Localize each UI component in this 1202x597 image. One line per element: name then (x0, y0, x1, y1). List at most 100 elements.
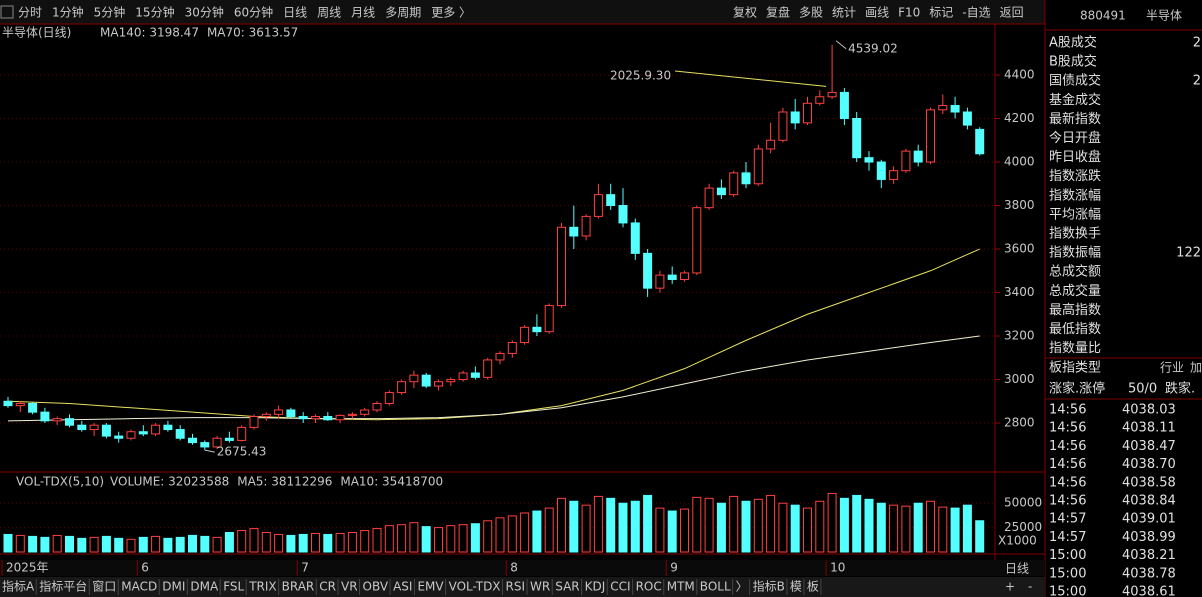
toolbar-item[interactable]: 画线 (865, 6, 889, 20)
toolbar-item[interactable]: 日线 (283, 6, 307, 20)
volume-bar (913, 502, 923, 553)
tab[interactable]: 指标B (753, 579, 785, 594)
x-tick-label: 7 (301, 561, 309, 575)
tab[interactable]: DMI (162, 580, 185, 594)
tab[interactable]: VR (341, 580, 358, 594)
tab[interactable]: VOL-TDX (449, 580, 501, 594)
volume-bar (249, 528, 259, 553)
candle-body (643, 252, 653, 289)
tab[interactable]: 指标平台 (39, 579, 87, 594)
volume-bar (962, 504, 972, 553)
stock-name: 半导体 (1146, 9, 1182, 23)
toolbar-item[interactable]: 15分钟 (135, 5, 174, 20)
tab[interactable]: CCI (610, 580, 630, 594)
toolbar-item[interactable]: 周线 (317, 6, 341, 20)
tab[interactable]: 窗口 (92, 580, 116, 594)
tab[interactable]: ASI (393, 580, 412, 594)
toolbar-item[interactable]: 5分钟 (94, 5, 126, 20)
toolbar-item[interactable]: 分时 (18, 6, 42, 20)
tab[interactable]: BOLL (700, 580, 731, 594)
period-label[interactable]: 日线 (1005, 562, 1029, 576)
volume-bar (766, 494, 776, 553)
toolbar-item[interactable]: 更多 〉 (431, 6, 471, 20)
candle-body (397, 381, 407, 394)
toolbar-item[interactable]: 30分钟 (185, 5, 224, 20)
candle-body (876, 161, 886, 180)
candle-body (557, 226, 566, 307)
toolbar-item[interactable]: 统计 (832, 6, 856, 20)
zoom-button[interactable]: - (1028, 580, 1032, 594)
toolbar-item[interactable]: 多股 (799, 6, 823, 20)
tab[interactable]: OBV (363, 580, 389, 594)
tab[interactable]: MACD (121, 580, 157, 594)
toolbar-item[interactable]: 多周期 (385, 6, 421, 20)
tab[interactable]: WR (530, 580, 550, 594)
field-value: 122 (1176, 246, 1201, 261)
tab[interactable]: ROC (636, 580, 662, 594)
tab[interactable]: TRIX (248, 580, 276, 594)
candle-body (864, 157, 874, 163)
volume-bar (372, 528, 382, 553)
y-tick-label: 4000 (1004, 155, 1035, 169)
indicator: MA10: 35418700 (340, 475, 443, 489)
candle-body (569, 226, 579, 237)
trade-time: 14:56 (1049, 457, 1086, 472)
candle-body (434, 381, 443, 387)
trade-time: 15:00 (1049, 548, 1086, 563)
tab[interactable]: 指标A (2, 579, 35, 594)
tab[interactable]: CR (319, 580, 336, 594)
toolbar-item[interactable]: F10 (898, 6, 920, 20)
field-label: 昨日收盘 (1049, 149, 1101, 165)
candle-body (803, 102, 812, 124)
toolbar-item[interactable]: 复权 (733, 6, 757, 20)
toolbar-item[interactable]: 标记 (929, 6, 953, 20)
volume-bar (606, 497, 616, 553)
y-tick-label: 4200 (1004, 111, 1035, 125)
field-label: 最新指数 (1049, 111, 1101, 127)
candle-body (581, 215, 591, 237)
candle-body (913, 150, 923, 163)
volume-bar (593, 495, 603, 553)
volume-bar (323, 533, 333, 553)
volume-bar (569, 500, 579, 553)
volume-bar (384, 525, 394, 553)
tab[interactable]: EMV (417, 580, 444, 594)
tab[interactable]: RSI (506, 580, 526, 594)
volume-bar (544, 507, 554, 553)
toolbar-item[interactable]: 复盘 (766, 5, 790, 20)
candle-body (163, 424, 173, 431)
candle-body (335, 414, 345, 421)
volume-bar (470, 523, 480, 553)
candle-body (680, 272, 689, 280)
volume-bar (926, 500, 935, 553)
volume-bar (876, 502, 886, 553)
toolbar-item[interactable]: 月线 (351, 6, 375, 20)
tab[interactable]: MTM (667, 580, 695, 594)
y-tick-label: 3000 (1004, 372, 1035, 386)
menu-icon[interactable] (0, 5, 14, 19)
tab[interactable]: SAR (555, 580, 579, 594)
tab[interactable]: 模 (790, 580, 802, 594)
volume-bar (298, 533, 308, 553)
candle-body (815, 96, 825, 104)
volume-bar (347, 531, 357, 553)
tab[interactable]: FSL (223, 580, 244, 594)
toolbar-item[interactable]: 1分钟 (52, 5, 84, 20)
toolbar-item[interactable]: 返回 (1000, 6, 1024, 20)
tab[interactable]: KDJ (585, 580, 606, 594)
field-label: 跌家. (1165, 381, 1195, 397)
tab[interactable]: 板 (807, 580, 819, 594)
tab[interactable]: 〉 (736, 580, 748, 594)
field-value: 加 (1190, 361, 1202, 375)
candle-body (224, 437, 234, 441)
candle-body (729, 172, 739, 196)
candle-body (28, 402, 38, 413)
candle-body (532, 326, 542, 333)
zoom-button[interactable]: + (1005, 580, 1015, 594)
toolbar-item[interactable]: -自选 (962, 6, 990, 20)
tab[interactable]: BRAR (282, 580, 315, 594)
volume-bar (114, 537, 124, 553)
candle-body (667, 274, 677, 280)
tab[interactable]: DMA (190, 580, 219, 594)
toolbar-item[interactable]: 60分钟 (234, 5, 273, 20)
